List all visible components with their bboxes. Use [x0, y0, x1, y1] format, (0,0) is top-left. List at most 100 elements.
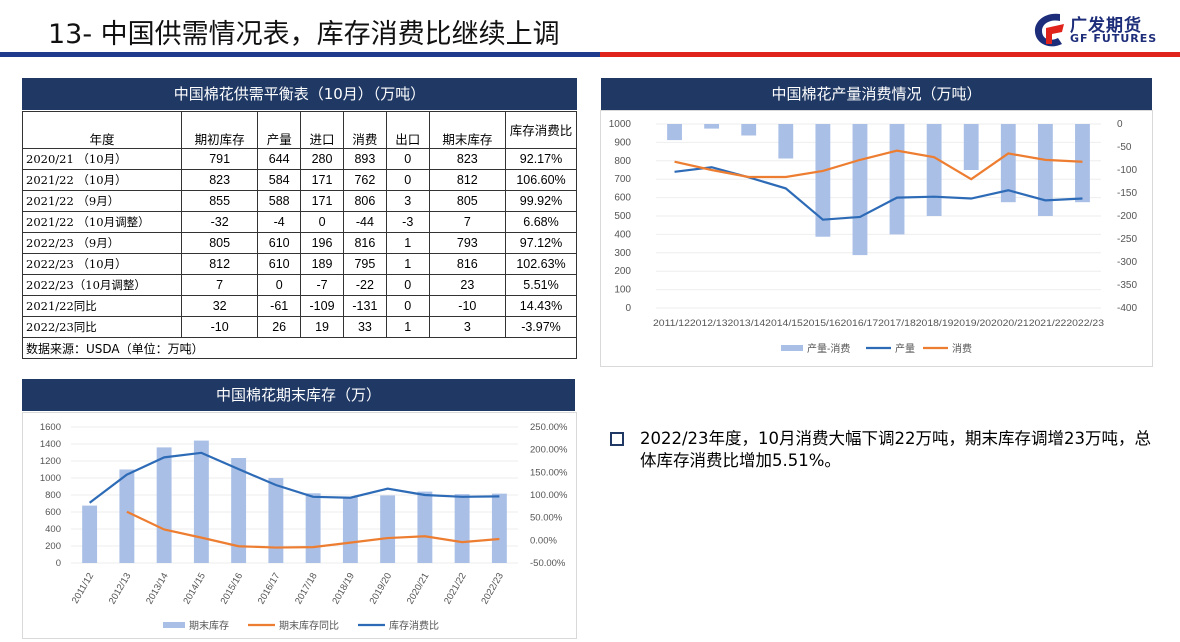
bar: [963, 124, 979, 170]
row-label: 2022/23 （9月）: [22, 232, 182, 254]
table-cell: 7: [180, 274, 259, 296]
header-divider-blue: [0, 52, 600, 57]
table-cell: 97.12%: [505, 232, 577, 254]
row-label: 2022/23 （10月）: [22, 253, 182, 275]
table-cell: 1: [385, 253, 430, 275]
table-cell: 99.92%: [505, 190, 577, 212]
table-cell: 92.17%: [505, 148, 577, 170]
table-cell: 171: [300, 169, 344, 191]
y-left-tick: 0: [625, 303, 631, 314]
table-cell: 102.63%: [505, 253, 577, 275]
bar: [491, 493, 507, 563]
header-divider-red: [600, 52, 1180, 57]
x-tick-label: 2014/15: [181, 571, 208, 606]
x-tick-label: 2020/21: [405, 571, 432, 606]
page-title: 13- 中国供需情况表，库存消费比继续上调: [48, 19, 560, 50]
table-cell: 280: [300, 148, 344, 170]
x-tick-label: 2015/16: [219, 571, 246, 606]
table-cell: 0: [385, 295, 430, 317]
y-right-tick: 0.00%: [530, 535, 557, 546]
ending-stock-chart: 1600 1400 1200 1000 800 600 400 200 0 250.00% 200.…: [22, 412, 577, 639]
table-cell: 805: [180, 232, 259, 254]
y-left-tick: 1000: [40, 473, 61, 484]
y-left-tick: 0: [56, 558, 61, 569]
table-cell: 1: [385, 232, 430, 254]
table-cell: 0: [385, 274, 430, 296]
table-cell: 610: [257, 253, 302, 275]
table-cell: 3: [428, 316, 507, 338]
y-right-tick: -250: [1117, 234, 1137, 245]
bar: [268, 478, 284, 563]
x-tick-label: 2022/23: [479, 571, 506, 606]
logo-text-cn: 广发期货: [1070, 16, 1142, 36]
y-left-tick: 100: [614, 285, 631, 296]
table-cell: -10: [428, 295, 507, 317]
table-cell: 14.43%: [505, 295, 577, 317]
y-right-tick: 100.00%: [530, 490, 568, 501]
y-left-tick: 1400: [40, 439, 61, 450]
y-right-tick: -150: [1117, 188, 1137, 199]
production-consumption-chart: 1000 900 800 700 600 500 400 300 200 100 0 0 -50 -100…: [600, 110, 1153, 367]
bullet-square-icon: [610, 432, 624, 446]
table-cell: 7: [428, 211, 507, 233]
column-header: 库存消费比: [505, 111, 577, 149]
series-line: [88, 451, 500, 504]
y-left-tick: 200: [45, 541, 61, 552]
table-row: 2022/23（10月调整） 7 0 -7 -22 0 23 5.51%: [22, 274, 577, 296]
x-tick-label: 2011/12: [70, 571, 96, 606]
table-row: 2021/22 （10月调整） -32 -4 0 -44 -3 7 6.68%: [22, 211, 577, 233]
y-right-tick: 150.00%: [530, 467, 568, 478]
legend-label: 库存消费比: [389, 619, 439, 632]
table-cell: 0: [300, 211, 344, 233]
bar: [305, 493, 321, 563]
y-right-tick: 200.00%: [530, 445, 568, 456]
company-logo: 广发期货 GF FUTURES: [1030, 10, 1170, 50]
bar: [119, 469, 135, 563]
bar: [1037, 124, 1053, 216]
x-tick-label: 2016/17: [256, 571, 283, 606]
bar: [1075, 124, 1090, 203]
y-right-tick: -400: [1117, 303, 1137, 314]
legend-label: 期末库存: [189, 619, 229, 632]
legend-label: 期末库存同比: [279, 619, 339, 632]
y-right-tick: -100: [1117, 165, 1137, 176]
table-cell: 762: [342, 169, 387, 191]
bar: [342, 497, 358, 563]
column-header: 年度: [22, 111, 182, 149]
x-tick-label: 2019/20: [368, 571, 395, 606]
y-left-tick: 1200: [40, 456, 61, 467]
table-cell: 816: [342, 232, 387, 254]
table-cell: 806: [342, 190, 387, 212]
table-cell: 1: [385, 316, 430, 338]
row-label: 2021/22 （10月调整）: [22, 211, 182, 233]
table-cell: 3: [385, 190, 430, 212]
table-row: 2021/22同比 32 -61 -109 -131 0 -10 14.43%: [22, 295, 577, 317]
table-row: 2022/23 （10月） 812 610 189 795 1 816 102.63%: [22, 253, 577, 275]
table-cell: 26: [257, 316, 302, 338]
table-cell: -22: [342, 274, 387, 296]
table-cell: -4: [257, 211, 302, 233]
column-header: 出口: [385, 111, 430, 149]
table-cell: 823: [428, 148, 507, 170]
table-cell: 106.60%: [505, 169, 577, 191]
table-cell: 791: [180, 148, 259, 170]
table-row: 2021/22 （10月） 823 584 171 762 0 812 106.60%: [22, 169, 577, 191]
y-left-tick: 600: [45, 507, 61, 518]
table-cell: -109: [300, 295, 344, 317]
y-left-tick: 900: [614, 137, 631, 148]
table-cell: 0: [385, 148, 430, 170]
column-header: 消费: [342, 111, 387, 149]
table-cell: -131: [342, 295, 387, 317]
bar: [926, 124, 942, 216]
bar: [193, 440, 209, 563]
row-label: 2022/23同比: [22, 316, 182, 338]
y-left-tick: 1000: [609, 119, 632, 130]
table-cell: 588: [257, 190, 302, 212]
table-cell: 0: [385, 169, 430, 191]
x-tick-label: 2013/14: [144, 571, 171, 606]
table-cell: -3.97%: [505, 316, 577, 338]
column-header: 期初库存: [180, 111, 259, 149]
bar: [704, 124, 720, 129]
table-cell: -44: [342, 211, 387, 233]
bar: [778, 124, 794, 159]
